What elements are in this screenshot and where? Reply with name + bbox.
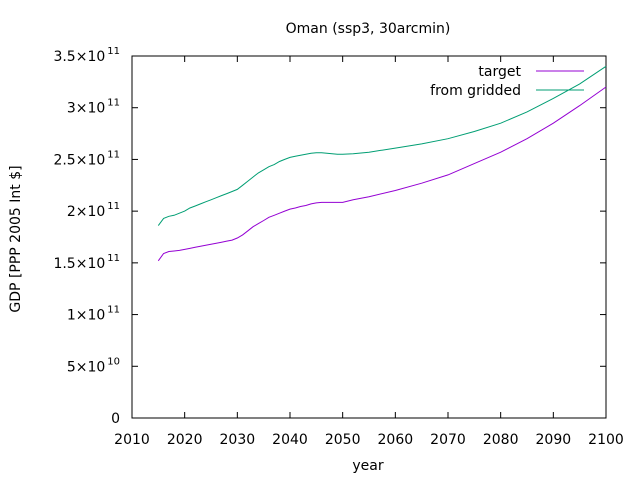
x-tick-label: 2010 [114,432,150,448]
y-tick-label: 1.5×10 11 [53,253,120,272]
x-tick-label: 2020 [167,432,203,448]
y-axis: 0 5×10 10 1×10 11 1.5×10 11 2×10 11 2.5×10 11 3×10 1… [53,46,606,427]
plot-frame [131,55,607,419]
legend: target from gridded [430,64,584,99]
x-tick-label: 2040 [272,432,308,448]
y-tick-label: 5×10 10 [67,356,120,375]
chart-title: Oman (ssp3, 30arcmin) [286,21,451,37]
y-tick-label: 1×10 11 [67,305,120,324]
x-tick-label: 2060 [378,432,414,448]
series-layer [157,65,607,262]
y-tick-label: 0 [111,411,120,427]
legend-label: from gridded [430,83,521,99]
y-axis-label: GDP [PPP 2005 Int $] [8,165,24,312]
x-axis: 2010 2020 2030 2040 2050 2060 2070 2080 2090 2100 [114,56,624,448]
x-axis-label: year [352,458,383,474]
x-tick-label: 2100 [588,432,624,448]
y-tick-label: 2×10 11 [67,201,120,220]
plot-border [131,55,607,419]
y-tick-label: 3×10 11 [67,98,120,117]
series-line-1 [157,65,607,226]
y-tick-label: 3.5×10 11 [53,46,120,65]
x-tick-label: 2070 [430,432,466,448]
series-line-0 [157,86,607,262]
x-tick-label: 2050 [325,432,361,448]
legend-label: target [478,64,521,80]
y-tick-label: 2.5×10 11 [53,149,120,168]
x-tick-label: 2090 [536,432,572,448]
x-tick-label: 2080 [483,432,519,448]
x-tick-label: 2030 [220,432,256,448]
